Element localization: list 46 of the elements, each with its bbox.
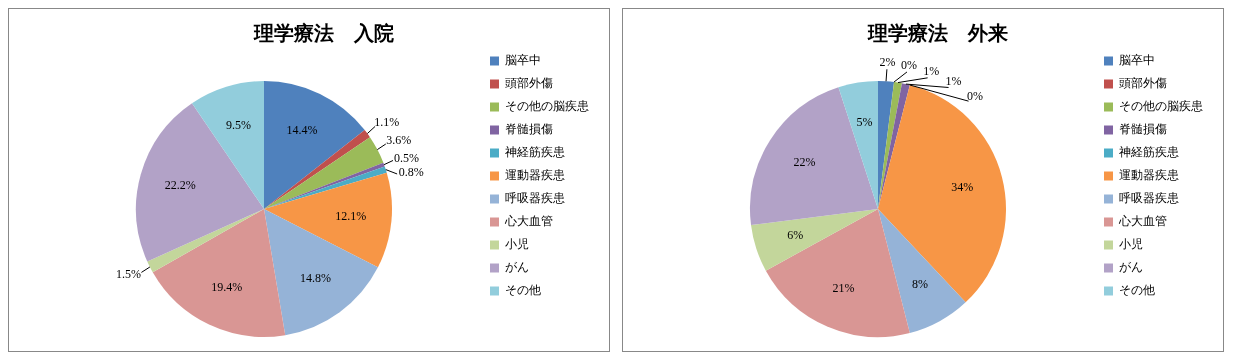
legend-label: 心大血管 — [1118, 214, 1167, 229]
data-label: 9.5% — [225, 117, 251, 132]
legend-label: がん — [1119, 260, 1143, 275]
legend-label: 頭部外傷 — [505, 76, 553, 91]
data-label: 3.6% — [386, 133, 412, 148]
legend-label: 小児 — [1119, 237, 1143, 252]
legend-label: 運動器疾患 — [505, 168, 565, 183]
legend-label: 呼吸器疾患 — [505, 191, 565, 206]
legend-label: がん — [505, 260, 529, 275]
text: 0% — [901, 58, 918, 73]
legend-label: 脊髄損傷 — [505, 122, 553, 137]
data-label: 22% — [793, 154, 816, 169]
legend-label: その他の脳疾患 — [1119, 99, 1203, 114]
legend-label: 心大血管 — [504, 214, 553, 229]
data-label: 12.1% — [335, 209, 367, 224]
legend-label: その他 — [505, 283, 541, 298]
data-label: 1% — [945, 74, 962, 89]
legend-label: 呼吸器疾患 — [1119, 191, 1179, 206]
text: 0% — [966, 88, 983, 103]
legend-label: 神経筋疾患 — [505, 145, 565, 160]
legend-label: 運動器疾患 — [1119, 168, 1179, 183]
data-label: 1% — [923, 64, 940, 79]
legend-label: 頭部外傷 — [1119, 76, 1167, 91]
data-label: 8% — [911, 277, 928, 292]
chart-title: 理学療法 入院 — [253, 22, 394, 45]
legend-label: その他の脳疾患 — [505, 99, 589, 114]
data-label: 1.1% — [374, 115, 400, 130]
legend-label: 脳卒中 — [1119, 53, 1155, 68]
legend-label: 神経筋疾患 — [1119, 145, 1179, 160]
data-label: 0.5% — [394, 150, 420, 165]
data-label: 14.4% — [286, 122, 318, 137]
data-label: 5% — [856, 115, 873, 130]
data-label: 6% — [787, 228, 804, 243]
legend-label: 脳卒中 — [505, 53, 541, 68]
data-label: 22.2% — [164, 177, 196, 192]
legend-label: 小児 — [505, 237, 529, 252]
legend-label: 脊髄損傷 — [1119, 122, 1167, 137]
legend-label: その他 — [1119, 283, 1155, 298]
data-label: 14.8% — [299, 271, 331, 286]
chart-title: 理学療法 外来 — [867, 22, 1008, 45]
data-label: 34% — [951, 179, 974, 194]
data-label: 2% — [879, 55, 896, 70]
data-label: 19.4% — [211, 279, 243, 294]
data-label: 0.8% — [398, 164, 424, 179]
data-label: 1.5% — [115, 267, 141, 282]
data-label: 21% — [832, 281, 855, 296]
